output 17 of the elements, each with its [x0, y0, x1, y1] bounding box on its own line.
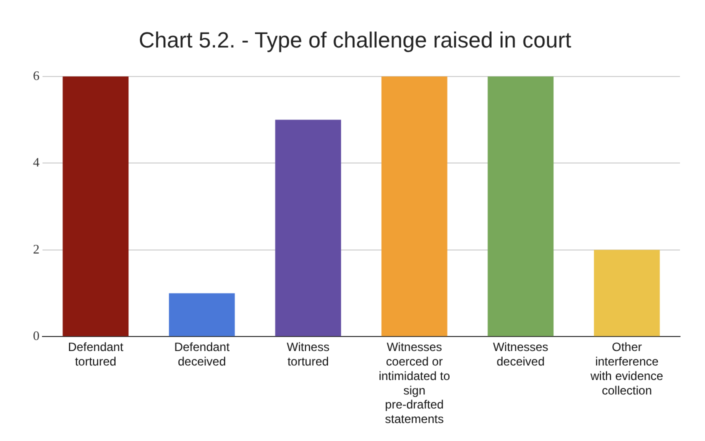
x-tick-label: Defendant deceived	[174, 340, 230, 369]
bar	[168, 293, 235, 336]
x-tick-label: Witness tortured	[286, 340, 330, 369]
bar	[275, 120, 342, 336]
y-tick-label: 6	[33, 68, 40, 83]
x-tick-label: Witnesses coerced or intimidated to sign pre-drafted statements	[378, 340, 450, 426]
bar	[62, 76, 129, 336]
x-tick-label: Witnesses deceived	[492, 340, 548, 369]
bar	[381, 76, 448, 336]
x-tick-label: Other interference with evidence collection	[590, 340, 664, 398]
bar	[488, 76, 554, 336]
y-tick-label: 2	[33, 241, 40, 256]
y-tick-label: 0	[33, 328, 40, 344]
chart-title: Chart 5.2. - Type of challenge raised in court	[138, 27, 572, 52]
x-tick-label: Defendant tortured	[68, 340, 124, 369]
y-tick-label: 4	[33, 154, 40, 170]
bar	[594, 250, 660, 336]
